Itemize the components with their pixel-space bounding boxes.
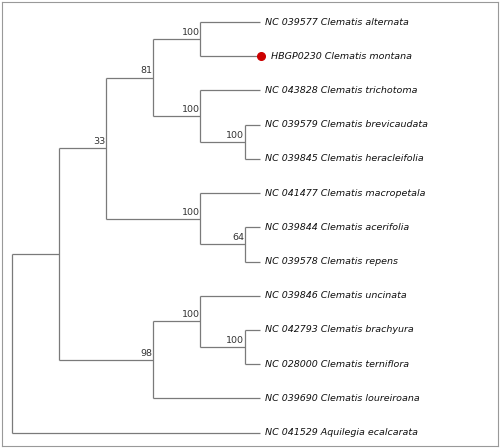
Text: NC 043828 Clematis trichotoma: NC 043828 Clematis trichotoma <box>265 86 418 95</box>
Text: 33: 33 <box>93 137 105 146</box>
Text: NC 039844 Clematis acerifolia: NC 039844 Clematis acerifolia <box>265 223 409 232</box>
Text: NC 042793 Clematis brachyura: NC 042793 Clematis brachyura <box>265 325 414 335</box>
Text: 100: 100 <box>182 28 200 37</box>
Text: 81: 81 <box>140 66 152 75</box>
Text: HBGP0230 Clematis montana: HBGP0230 Clematis montana <box>271 52 412 61</box>
Text: NC 039846 Clematis uncinata: NC 039846 Clematis uncinata <box>265 291 406 300</box>
Text: NC 041477 Clematis macropetala: NC 041477 Clematis macropetala <box>265 189 426 198</box>
Text: NC 039690 Clematis loureiroana: NC 039690 Clematis loureiroana <box>265 394 420 403</box>
Text: NC 039845 Clematis heracleifolia: NC 039845 Clematis heracleifolia <box>265 155 424 164</box>
Text: 64: 64 <box>232 233 244 242</box>
Text: 100: 100 <box>226 336 244 345</box>
Text: 100: 100 <box>182 105 200 114</box>
Text: 98: 98 <box>140 349 152 358</box>
Text: 100: 100 <box>226 130 244 140</box>
Text: NC 039579 Clematis brevicaudata: NC 039579 Clematis brevicaudata <box>265 120 428 129</box>
Text: 100: 100 <box>182 207 200 216</box>
Text: NC 041529 Aquilegia ecalcarata: NC 041529 Aquilegia ecalcarata <box>265 428 418 437</box>
Text: 100: 100 <box>182 310 200 319</box>
Text: NC 028000 Clematis terniflora: NC 028000 Clematis terniflora <box>265 360 409 369</box>
Text: NC 039577 Clematis alternata: NC 039577 Clematis alternata <box>265 17 409 26</box>
Text: NC 039578 Clematis repens: NC 039578 Clematis repens <box>265 257 398 266</box>
